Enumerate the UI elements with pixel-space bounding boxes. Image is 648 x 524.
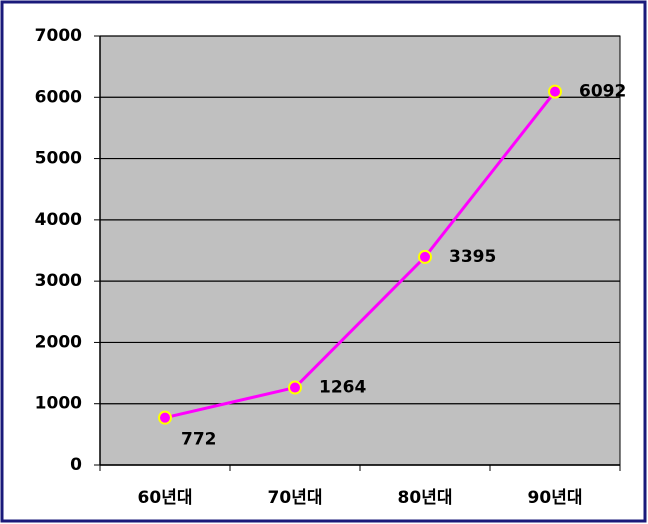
y-tick-label: 6000 (35, 87, 82, 107)
line (164, 90, 557, 420)
data-label: 772 (181, 430, 217, 450)
plot-area (99, 35, 621, 466)
y-tick-label: 0 (70, 455, 82, 475)
data-label: 3395 (449, 247, 496, 267)
y-tick-label: 5000 (35, 149, 82, 169)
data-label: 1264 (319, 378, 366, 398)
data-label: 6092 (579, 82, 626, 102)
y-tick-label: 4000 (35, 210, 82, 230)
marker (288, 380, 302, 395)
x-tick-label: 70년대 (268, 488, 323, 508)
y-tick-label: 3000 (35, 271, 82, 291)
marker (158, 410, 172, 425)
y-tick-label: 7000 (35, 26, 82, 46)
y-tick-label: 2000 (35, 332, 82, 352)
y-tick-label: 1000 (35, 394, 82, 414)
x-tick-label: 60년대 (138, 488, 193, 508)
x-tick-label: 90년대 (528, 488, 583, 508)
marker (418, 249, 432, 264)
x-tick-label: 80년대 (398, 488, 453, 508)
marker (548, 84, 562, 99)
